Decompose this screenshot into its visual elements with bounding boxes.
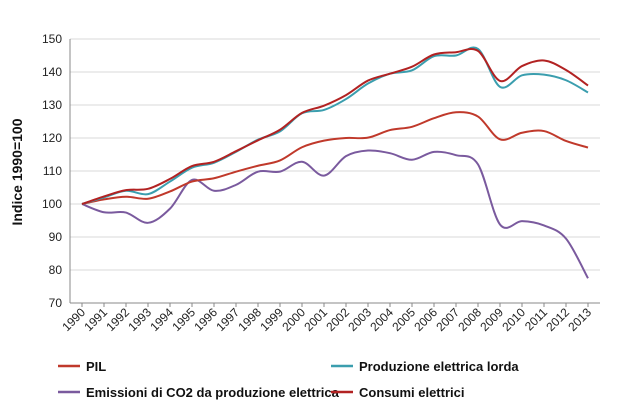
legend-label: PIL — [86, 359, 106, 374]
x-tick-label: 2009 — [477, 305, 506, 334]
x-tick-label: 2000 — [279, 305, 308, 334]
x-tick-label: 2012 — [543, 305, 572, 334]
x-tick-label: 1999 — [257, 305, 286, 334]
legend: PIL Produzione elettrica lorda Emissioni d… — [58, 359, 519, 400]
x-tick-label: 1997 — [213, 305, 242, 334]
y-tick-label: 110 — [43, 164, 62, 178]
y-tick-label: 120 — [42, 131, 62, 145]
x-tick-label: 1996 — [191, 305, 220, 334]
y-tick-label: 130 — [42, 98, 62, 112]
legend-label: Produzione elettrica lorda — [359, 359, 519, 374]
x-tick-label: 1993 — [125, 305, 154, 334]
y-axis-title: Indice 1990=100 — [9, 118, 25, 225]
legend-label: Consumi elettrici — [359, 385, 464, 400]
y-tick-labels: 70 80 90 100 110 120 130 140 150 — [42, 32, 62, 310]
x-tick-label: 1992 — [103, 305, 132, 334]
x-tick-label: 2007 — [433, 305, 462, 334]
x-tick-label: 1995 — [169, 305, 198, 334]
y-tick-label: 150 — [42, 32, 62, 46]
x-tick-label: 1991 — [81, 305, 110, 334]
x-tick-label: 2008 — [455, 305, 484, 334]
y-tick-label: 100 — [42, 197, 62, 211]
x-tick-label: 2002 — [323, 305, 352, 334]
gridlines — [70, 38, 600, 304]
x-tick-label: 2013 — [565, 305, 594, 334]
series-lines — [81, 46, 589, 279]
series-line-0 — [81, 111, 589, 205]
series-line-3 — [81, 47, 589, 205]
axes — [69, 39, 600, 304]
series-line-1 — [81, 46, 589, 205]
legend-label: Emissioni di CO2 da produzione elettrica — [86, 385, 340, 400]
x-tick-label: 2001 — [301, 305, 330, 334]
x-tick-label: 1990 — [59, 305, 88, 334]
y-tick-label: 90 — [49, 230, 63, 244]
x-tick-label: 2005 — [389, 305, 418, 334]
x-tick-label: 2004 — [367, 305, 396, 334]
x-tick-label: 2010 — [499, 305, 528, 334]
x-tick-label: 1998 — [235, 305, 264, 334]
x-tick-label: 1994 — [147, 305, 176, 334]
x-tick-labels: 1990199119921993199419951996199719981999… — [59, 303, 594, 334]
x-tick-label: 2006 — [411, 305, 440, 334]
y-tick-label: 70 — [49, 296, 63, 310]
series-line-2 — [81, 149, 589, 279]
x-tick-label: 2003 — [345, 305, 374, 334]
x-tick-label: 2011 — [522, 305, 550, 333]
y-tick-label: 80 — [49, 263, 63, 277]
y-tick-label: 140 — [42, 65, 62, 79]
